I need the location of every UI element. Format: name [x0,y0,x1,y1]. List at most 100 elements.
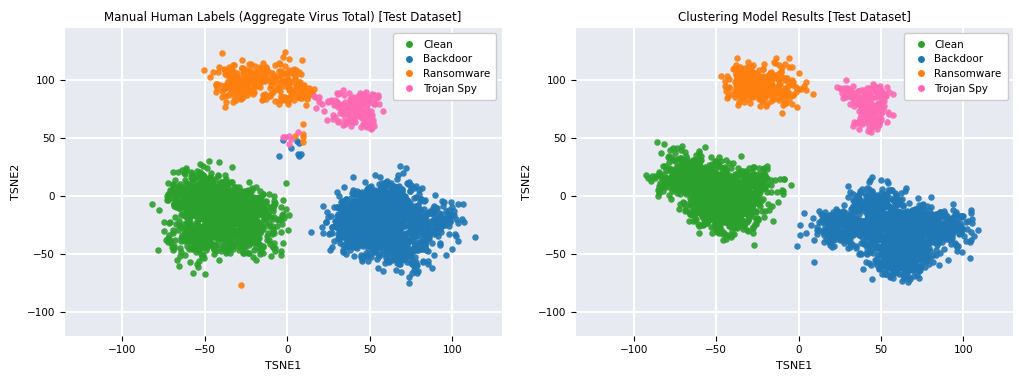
Point [424,219,440,225]
Point [925,231,941,237]
Point [788,104,805,110]
Point [730,189,746,195]
Point [207,176,223,182]
Point [729,198,745,204]
Point [207,201,223,207]
Point [360,219,377,225]
Point [403,250,420,256]
Point [863,220,880,227]
Point [374,180,390,186]
Point [699,196,716,202]
Point [904,221,921,227]
Point [911,241,928,247]
Point [726,191,742,197]
Point [248,203,264,209]
Point [390,212,407,218]
Point [861,95,878,101]
Point [182,210,199,217]
Point [849,206,865,212]
Point [712,213,728,219]
Point [676,167,692,173]
Point [383,225,399,231]
Point [866,118,883,124]
Point [948,242,965,248]
Point [895,248,911,254]
Point [846,198,862,204]
Point [713,217,729,223]
Point [273,79,290,85]
Point [360,235,377,241]
Point [934,238,950,244]
Point [232,84,249,90]
Point [739,194,756,201]
Point [238,198,254,204]
Point [916,253,933,259]
Point [680,170,696,176]
Point [171,189,187,195]
Point [760,89,776,95]
Point [223,241,240,247]
Point [735,199,752,206]
Point [194,181,210,188]
Point [692,180,709,186]
Point [350,202,367,209]
Point [902,255,919,261]
Point [185,207,202,213]
Point [863,214,880,220]
Point [347,241,364,247]
Point [350,112,367,118]
Point [357,236,374,242]
Point [902,222,919,228]
Point [379,207,395,213]
Point [953,214,970,220]
Point [687,211,703,217]
Point [265,77,282,83]
Point [669,180,685,186]
Point [867,209,884,215]
Point [859,224,876,230]
Point [750,172,766,178]
Point [166,243,182,249]
Point [385,244,401,251]
Point [676,173,692,179]
Point [374,201,390,207]
Point [947,211,964,217]
Point [232,227,249,233]
Point [732,64,749,70]
Point [189,213,206,219]
Point [739,207,756,213]
Point [380,197,396,203]
Point [826,224,843,230]
Point [882,195,898,201]
Point [239,222,255,228]
Point [222,207,239,213]
Point [806,236,822,243]
Point [244,197,260,203]
Point [864,237,881,243]
Point [352,222,369,228]
Point [844,241,860,247]
Point [336,228,352,234]
Point [298,102,314,108]
Point [229,217,246,223]
Point [713,171,729,177]
Point [726,196,742,202]
Point [699,166,716,172]
Point [921,245,937,251]
Point [836,202,852,209]
Point [424,240,440,246]
Point [727,188,743,194]
Point [166,201,182,207]
Point [881,254,897,261]
Point [187,206,204,212]
Point [345,174,361,180]
Point [765,73,781,79]
Point [251,241,267,247]
Point [381,215,397,221]
Point [433,197,450,204]
Point [254,212,270,218]
Point [255,92,271,98]
Point [237,220,253,226]
Point [872,259,889,265]
Point [373,223,389,230]
